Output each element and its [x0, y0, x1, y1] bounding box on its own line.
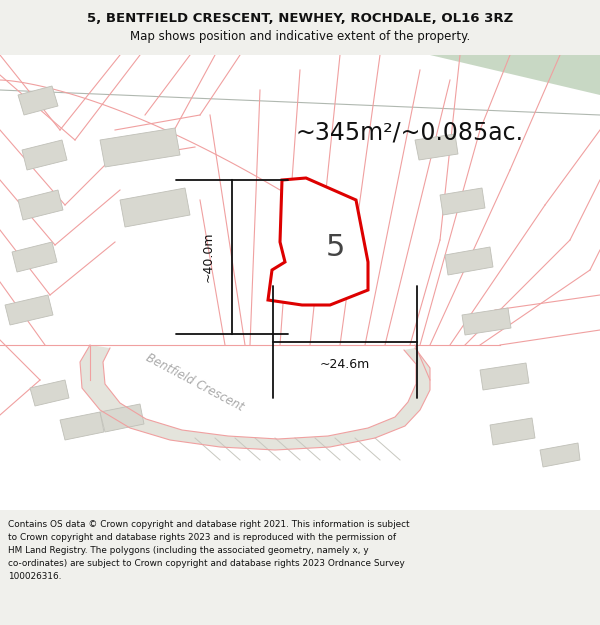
- Polygon shape: [18, 190, 63, 220]
- Polygon shape: [430, 55, 600, 95]
- Polygon shape: [440, 188, 485, 215]
- Text: 5: 5: [325, 234, 344, 262]
- Polygon shape: [12, 242, 57, 272]
- Polygon shape: [5, 295, 53, 325]
- Polygon shape: [490, 418, 535, 445]
- Text: ~40.0m: ~40.0m: [202, 232, 215, 282]
- Text: Contains OS data © Crown copyright and database right 2021. This information is : Contains OS data © Crown copyright and d…: [8, 520, 409, 529]
- Text: ~345m²/~0.085ac.: ~345m²/~0.085ac.: [295, 121, 523, 145]
- Polygon shape: [120, 188, 190, 227]
- Text: co-ordinates) are subject to Crown copyright and database rights 2023 Ordnance S: co-ordinates) are subject to Crown copyr…: [8, 559, 404, 568]
- Polygon shape: [100, 404, 144, 432]
- Polygon shape: [30, 380, 69, 406]
- Polygon shape: [18, 86, 58, 115]
- Polygon shape: [60, 412, 104, 440]
- Polygon shape: [22, 140, 67, 170]
- Polygon shape: [480, 363, 529, 390]
- Polygon shape: [462, 308, 511, 335]
- Text: HM Land Registry. The polygons (including the associated geometry, namely x, y: HM Land Registry. The polygons (includin…: [8, 546, 368, 555]
- Text: Bentfield Crescent: Bentfield Crescent: [144, 351, 246, 413]
- Text: Map shows position and indicative extent of the property.: Map shows position and indicative extent…: [130, 30, 470, 43]
- Polygon shape: [415, 134, 458, 160]
- Text: 5, BENTFIELD CRESCENT, NEWHEY, ROCHDALE, OL16 3RZ: 5, BENTFIELD CRESCENT, NEWHEY, ROCHDALE,…: [87, 12, 513, 25]
- Polygon shape: [80, 345, 430, 450]
- Polygon shape: [445, 247, 493, 275]
- Polygon shape: [268, 178, 368, 305]
- Text: to Crown copyright and database rights 2023 and is reproduced with the permissio: to Crown copyright and database rights 2…: [8, 533, 396, 542]
- Polygon shape: [540, 443, 580, 467]
- Text: ~24.6m: ~24.6m: [320, 357, 370, 371]
- Text: 100026316.: 100026316.: [8, 572, 61, 581]
- Polygon shape: [100, 128, 180, 167]
